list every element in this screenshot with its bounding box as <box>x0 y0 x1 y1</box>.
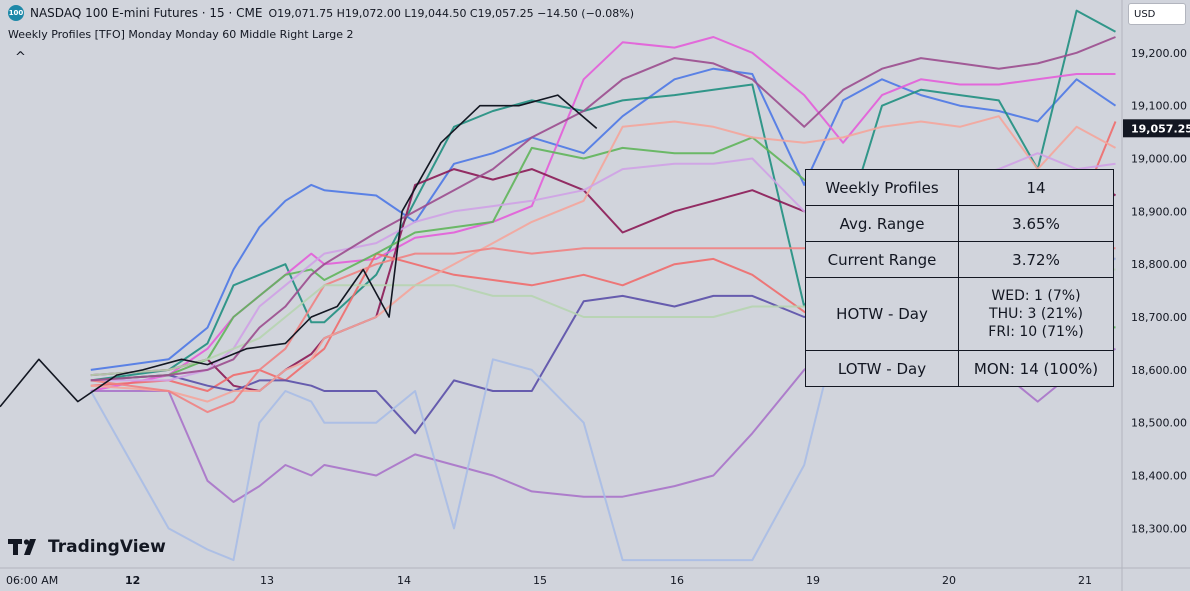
x-tick-label: 20 <box>942 574 956 587</box>
collapse-icon[interactable]: ^ <box>15 50 26 65</box>
table-value: MON: 14 (100%) <box>958 350 1114 387</box>
table-value: 3.65% <box>958 205 1114 242</box>
tradingview-logo-icon <box>8 539 36 555</box>
table-row: HOTW - Day WED: 1 (7%) THU: 3 (21%) FRI:… <box>805 277 1114 351</box>
table-label: LOTW - Day <box>805 350 959 387</box>
table-row: Weekly Profiles 14 <box>805 169 1114 206</box>
table-value: 14 <box>958 169 1114 206</box>
profile-series-line-8 <box>90 115 1116 403</box>
x-tick-label: 06:00 AM <box>6 574 58 587</box>
y-tick-label: 18,400.00 <box>1131 470 1187 483</box>
table-value: WED: 1 (7%) THU: 3 (21%) FRI: 10 (71%) <box>958 277 1114 351</box>
currency-button[interactable]: USD <box>1128 3 1186 25</box>
table-row: LOTW - Day MON: 14 (100%) <box>805 350 1114 387</box>
ohlc-readout: O19,071.75 H19,072.00 L19,044.50 C19,057… <box>268 6 635 20</box>
table-value-line: THU: 3 (21%) <box>989 306 1083 322</box>
table-label: Weekly Profiles <box>805 169 959 206</box>
y-tick-label: 18,600.00 <box>1131 364 1187 377</box>
table-value-line: FRI: 10 (71%) <box>988 324 1084 340</box>
price-bars-line <box>0 94 598 408</box>
x-tick-label: 14 <box>397 574 411 587</box>
table-label: Avg. Range <box>805 205 959 242</box>
table-row: Current Range 3.72% <box>805 241 1114 278</box>
symbol-title[interactable]: NASDAQ 100 E-mini Futures · 15 · CME <box>30 6 263 20</box>
y-tick-label: 18,900.00 <box>1131 205 1187 218</box>
x-tick-label: 13 <box>260 574 274 587</box>
y-tick-label: 18,500.00 <box>1131 417 1187 430</box>
y-tick-label: 19,200.00 <box>1131 47 1187 60</box>
y-tick-label: 18,800.00 <box>1131 258 1187 271</box>
table-label: Current Range <box>805 241 959 278</box>
x-tick-label: 12 <box>125 574 140 587</box>
last-price-label: 19,057.25 <box>1131 122 1190 135</box>
tradingview-logo[interactable]: TradingView <box>8 537 166 557</box>
y-tick-label: 19,100.00 <box>1131 100 1187 113</box>
brand-name: TradingView <box>48 537 166 557</box>
table-row: Avg. Range 3.65% <box>805 205 1114 242</box>
x-tick-label: 15 <box>533 574 547 587</box>
symbol-header: 100 NASDAQ 100 E-mini Futures · 15 · CME… <box>8 5 634 21</box>
y-tick-label: 19,000.00 <box>1131 153 1187 166</box>
table-label: HOTW - Day <box>805 277 959 351</box>
x-tick-label: 19 <box>806 574 820 587</box>
profile-series-line-13 <box>90 36 1116 382</box>
table-value: 3.72% <box>958 241 1114 278</box>
x-tick-label: 16 <box>670 574 684 587</box>
last-price-marker <box>1123 119 1190 138</box>
x-tick-label: 21 <box>1078 574 1092 587</box>
indicator-label[interactable]: Weekly Profiles [TFO] Monday Monday 60 M… <box>8 28 354 41</box>
profile-series-line-0 <box>90 67 1117 371</box>
y-tick-label: 18,700.00 <box>1131 311 1187 324</box>
table-value-line: WED: 1 (7%) <box>991 288 1081 304</box>
y-tick-label: 18,300.00 <box>1131 522 1187 535</box>
weekly-profiles-table: Weekly Profiles 14 Avg. Range 3.65% Curr… <box>805 169 1114 387</box>
symbol-badge: 100 <box>8 5 24 21</box>
